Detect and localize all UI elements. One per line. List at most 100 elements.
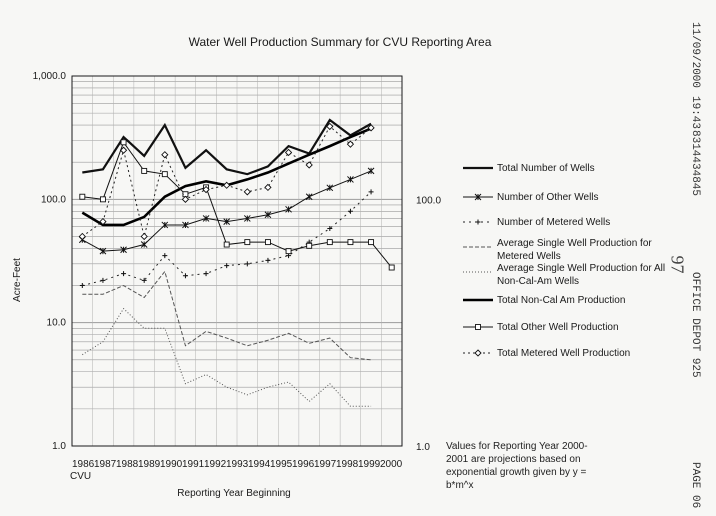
data-point bbox=[162, 253, 168, 259]
fax-sender: OFFICE DEPOT 925 bbox=[689, 272, 701, 378]
legend-label: Total Number of Wells bbox=[497, 163, 595, 174]
data-point bbox=[326, 239, 333, 246]
x-tick-label: 1987 bbox=[94, 459, 117, 470]
x-tick-label: 1994 bbox=[248, 459, 271, 470]
data-point bbox=[367, 124, 375, 132]
x-tick-label: 1993 bbox=[226, 459, 249, 470]
data-point bbox=[326, 122, 334, 131]
data-point bbox=[265, 257, 271, 263]
series-line bbox=[82, 270, 372, 361]
legend-label: Average Single Well Production for All No… bbox=[497, 263, 665, 287]
x-tick-label: 1995 bbox=[270, 459, 293, 470]
chart-title: Water Well Production Summary for CVU Re… bbox=[189, 35, 492, 49]
x-tick-label: 1986 bbox=[72, 459, 95, 470]
series-line bbox=[82, 141, 393, 268]
data-point bbox=[202, 185, 210, 194]
y-axis-ticks: 1,000.0 100.0 10.0 1.0 bbox=[33, 71, 67, 452]
data-point bbox=[347, 208, 353, 214]
data-point bbox=[327, 226, 333, 232]
data-point bbox=[368, 239, 375, 246]
x-tick-label: 1989 bbox=[138, 459, 161, 470]
data-point bbox=[223, 241, 230, 248]
x-tick-label: 1990 bbox=[160, 459, 183, 470]
fax-time: 19:43 bbox=[689, 96, 701, 130]
data-point bbox=[78, 232, 86, 241]
y-axis-label: Acre-Feet bbox=[12, 258, 23, 302]
fax-page: PAGE 06 bbox=[689, 462, 701, 509]
x-axis-label: Reporting Year Beginning bbox=[177, 488, 290, 499]
data-point bbox=[243, 215, 251, 222]
data-point bbox=[161, 171, 168, 178]
series-lines bbox=[78, 118, 395, 407]
data-point bbox=[181, 195, 190, 203]
data-point bbox=[264, 239, 271, 246]
y-tick-label: 1.0 bbox=[52, 441, 66, 452]
plot-frame bbox=[71, 75, 403, 447]
data-point bbox=[346, 140, 355, 148]
data-point bbox=[203, 271, 209, 277]
legend-label: Average Single Well Production for Metere… bbox=[497, 238, 652, 262]
data-point bbox=[347, 176, 354, 183]
data-point bbox=[367, 167, 375, 175]
data-point bbox=[244, 261, 250, 267]
data-point bbox=[121, 271, 127, 277]
data-point bbox=[223, 218, 231, 225]
data-point bbox=[182, 273, 188, 279]
data-point bbox=[119, 146, 128, 154]
data-point bbox=[120, 139, 127, 146]
data-point bbox=[285, 205, 292, 213]
data-point bbox=[79, 193, 86, 200]
x-tick-label: 1997 bbox=[314, 459, 337, 470]
y2-tick-label: 100.0 bbox=[416, 195, 441, 206]
data-point bbox=[305, 161, 313, 169]
data-point bbox=[141, 277, 147, 283]
data-point bbox=[264, 183, 272, 192]
data-point bbox=[474, 193, 482, 201]
x-tick-label: 1991 bbox=[182, 459, 205, 470]
data-point bbox=[326, 184, 334, 192]
x-tick-label: 1988 bbox=[116, 459, 139, 470]
series-line bbox=[82, 307, 372, 407]
data-point bbox=[475, 219, 481, 225]
data-point bbox=[99, 217, 107, 226]
data-point bbox=[264, 211, 272, 219]
y2-axis-ticks: 100.0 1.0 bbox=[416, 195, 441, 453]
data-point bbox=[244, 239, 251, 246]
handwritten-page-number: 97 bbox=[667, 255, 688, 274]
y-tick-label: 100.0 bbox=[41, 194, 66, 205]
data-point bbox=[99, 247, 107, 255]
data-point bbox=[347, 239, 354, 246]
legend-label: Number of Metered Wells bbox=[497, 217, 610, 228]
data-point bbox=[474, 349, 482, 357]
data-point bbox=[224, 263, 230, 269]
data-point bbox=[100, 277, 106, 283]
data-point bbox=[306, 242, 313, 249]
data-point bbox=[305, 193, 313, 201]
data-point bbox=[140, 241, 148, 248]
data-point bbox=[99, 196, 106, 203]
data-point bbox=[161, 151, 169, 159]
legend-label: Number of Other Wells bbox=[497, 192, 599, 203]
data-point bbox=[223, 181, 231, 189]
x-tick-label: 2000 bbox=[380, 459, 403, 470]
x-tick-label: 1992 bbox=[204, 459, 227, 470]
data-point bbox=[141, 167, 148, 174]
data-point bbox=[284, 148, 293, 157]
y-tick-label: 10.0 bbox=[47, 318, 67, 329]
x-tick-label: 1999 bbox=[358, 459, 381, 470]
y2-tick-label: 1.0 bbox=[416, 442, 430, 453]
y-tick-label: 1,000.0 bbox=[33, 71, 67, 82]
x-axis-ticks: 1986 1987 1988 1989 1990 1991 1992 1993 1994 1995… bbox=[72, 459, 403, 470]
fax-date: 11/09/2000 bbox=[689, 22, 701, 89]
x-tick-label: 1998 bbox=[336, 459, 359, 470]
legend-label: Total Metered Well Production bbox=[497, 348, 630, 359]
legend-label: Total Other Well Production bbox=[497, 322, 619, 333]
data-point bbox=[202, 215, 210, 222]
projection-note: Values for Reporting Year 2000-2001 are … bbox=[446, 441, 588, 491]
data-point bbox=[368, 189, 374, 195]
data-point bbox=[140, 232, 148, 241]
data-point bbox=[243, 188, 251, 196]
legend-label: Total Non-Cal Am Production bbox=[497, 295, 625, 306]
data-point bbox=[120, 246, 127, 254]
